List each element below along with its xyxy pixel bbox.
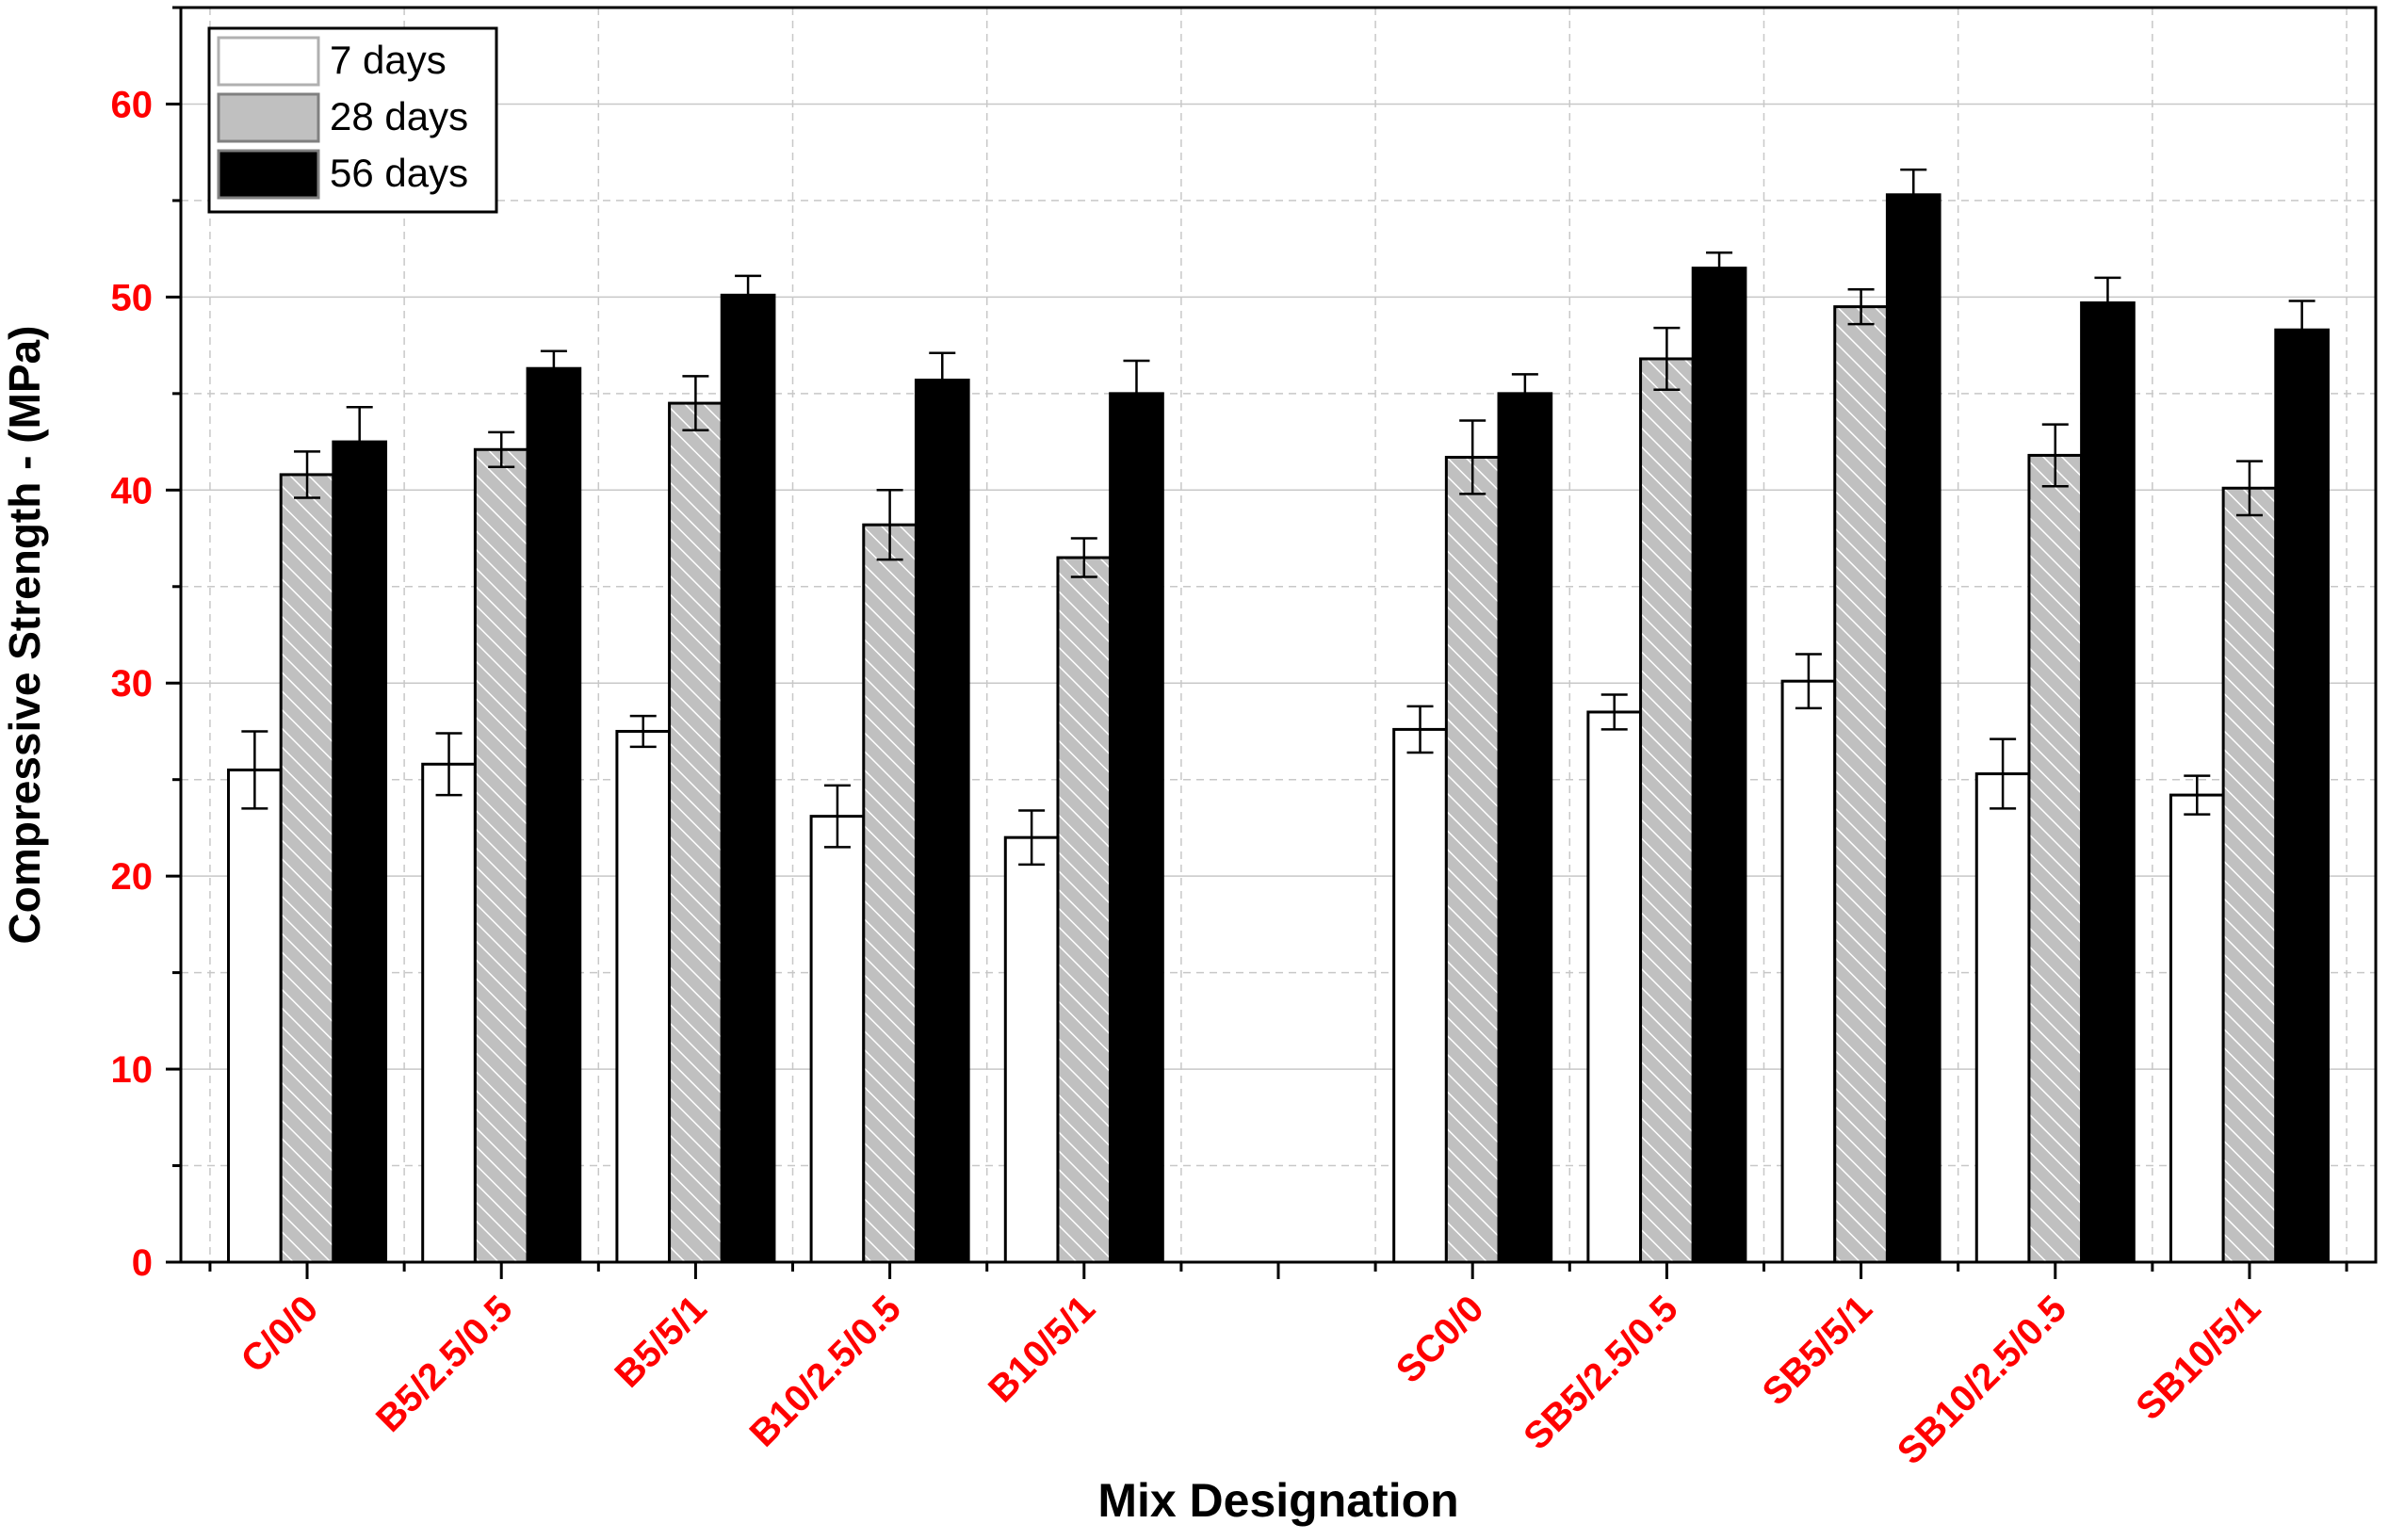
- bar-28-days-3: [862, 523, 918, 1264]
- bar-7-days-7: [1586, 710, 1643, 1264]
- bar-7-days-10: [2169, 793, 2225, 1264]
- axes-layer: [166, 6, 2378, 1279]
- y-tick-label: 20: [111, 856, 154, 898]
- legend-label: 7 days: [330, 38, 447, 82]
- bar-7-days-8: [1780, 679, 1837, 1264]
- bar-56-days-7: [1691, 267, 1747, 1264]
- bar-28-days-0: [279, 473, 335, 1264]
- bar-56-days-0: [332, 440, 388, 1264]
- bar-7-days-1: [421, 762, 477, 1264]
- bar-7-days-2: [615, 729, 672, 1264]
- bar-56-days-3: [914, 379, 970, 1264]
- legend-swatch-56-days: [217, 149, 320, 200]
- x-axis-title: Mix Designation: [1097, 1474, 1458, 1527]
- bar-7-days-3: [809, 815, 866, 1264]
- bar-56-days-8: [1885, 193, 1941, 1264]
- x-tick-label: B10/5/1: [981, 1288, 1103, 1410]
- bar-28-days-8: [1833, 305, 1889, 1264]
- x-tick-label: SB5/2.5/0.5: [1516, 1288, 1685, 1457]
- bar-56-days-1: [526, 366, 582, 1264]
- bars-layer: [227, 168, 2330, 1264]
- bar-28-days-2: [668, 401, 723, 1264]
- bar-56-days-6: [1497, 392, 1553, 1264]
- x-tick-label: B5/5/1: [607, 1288, 714, 1395]
- y-tick-label: 40: [111, 470, 154, 511]
- bar-28-days-7: [1639, 357, 1695, 1264]
- y-tick-label: 60: [111, 84, 154, 125]
- bar-7-days-0: [227, 768, 283, 1264]
- bar-28-days-10: [2221, 486, 2278, 1264]
- x-tick-label: B10/2.5/0.5: [742, 1288, 909, 1454]
- bar-7-days-6: [1392, 727, 1448, 1264]
- bar-7-days-9: [1974, 772, 2031, 1264]
- x-tick-label: SB10/2.5/0.5: [1890, 1288, 2074, 1472]
- bar-56-days-2: [720, 293, 776, 1264]
- y-tick-label: 0: [132, 1242, 153, 1284]
- bar-28-days-4: [1056, 556, 1113, 1264]
- legend-swatch-7-days: [217, 36, 320, 87]
- x-tick-label: B5/2.5/0.5: [368, 1288, 521, 1440]
- grid-layer: [181, 8, 2376, 1262]
- x-tick-label: SB10/5/1: [2128, 1288, 2268, 1428]
- bar-7-days-4: [1003, 835, 1060, 1264]
- bar-56-days-10: [2274, 328, 2330, 1264]
- y-tick-label: 10: [111, 1049, 154, 1091]
- x-tick-label: SC0/0: [1389, 1288, 1492, 1391]
- bar-56-days-9: [2080, 301, 2136, 1264]
- legend-label: 28 days: [330, 94, 468, 138]
- legend-label: 56 days: [330, 151, 468, 195]
- bar-56-days-4: [1109, 392, 1164, 1264]
- legend: 7 days 28 days 56 days: [207, 26, 498, 214]
- y-tick-label: 50: [111, 277, 154, 318]
- bar-28-days-6: [1444, 455, 1501, 1264]
- y-axis-title: Compressive Strength - (MPa): [0, 326, 49, 945]
- bar-28-days-9: [2027, 453, 2084, 1264]
- y-tick-label: 30: [111, 663, 154, 705]
- bar-28-days-1: [473, 447, 529, 1264]
- legend-swatch-28-days: [217, 92, 320, 143]
- x-tick-label: C/0/0: [234, 1288, 327, 1381]
- x-tick-label: SB5/5/1: [1755, 1288, 1880, 1413]
